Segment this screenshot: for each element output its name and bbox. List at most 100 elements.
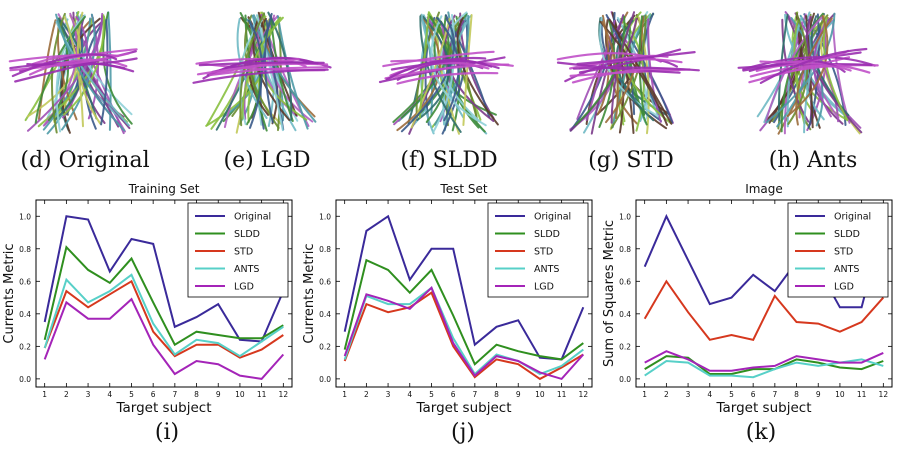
chart-training-set: Training Set 0.0 0.2 0.4 0.6 0.8 1.0 1 2 3 4 5 6 7 8 9 1…: [2, 180, 297, 420]
tractography-image-lgd: [186, 4, 344, 144]
x-tick-label: 5: [729, 390, 734, 399]
fiber-streamline: [432, 14, 456, 134]
x-tick-label: 5: [429, 390, 434, 399]
plot-frame: [635, 199, 893, 388]
x-tick-label: 9: [216, 390, 221, 399]
y-tick-label: 0.0: [619, 375, 631, 384]
fiber-streamline: [436, 16, 460, 122]
caption-sldd: (f) SLDD: [400, 148, 498, 173]
tractography-image-original: [4, 4, 162, 144]
legend-label-ants: ANTS: [534, 264, 559, 275]
y-tick-label: 0.8: [319, 245, 331, 254]
y-tick-label: 0.8: [619, 245, 631, 254]
panel-letter-k: (k): [745, 420, 777, 445]
x-tick-label: 8: [194, 390, 199, 399]
chart-title: Training Set: [128, 182, 200, 196]
series-line-ants: [43, 273, 284, 358]
fiber-streamline: [107, 11, 112, 131]
x-tick-label: 6: [751, 390, 756, 399]
legend-label-original: Original: [234, 212, 271, 223]
x-axis-label: Target subject: [716, 400, 812, 416]
x-tick-label: 11: [557, 390, 567, 399]
y-tick-label: 1.0: [619, 212, 631, 221]
tractography-image-ants: [732, 4, 890, 144]
fiber-streamline: [102, 11, 133, 125]
tractography-image-sldd: [368, 4, 526, 144]
series-line-sldd: [43, 245, 284, 347]
fiber-streamline: [196, 57, 300, 76]
chart-test-set: Test Set 0.0 0.2 0.4 0.6 0.8 1.0 1 2 3 4 5 6 7 8 9 10 11 1…: [302, 180, 597, 420]
x-tick-label: 2: [364, 390, 369, 399]
fiber-streamline: [62, 14, 105, 116]
series-line-lgd: [343, 286, 585, 381]
y-axis-label: Currents Metric: [2, 243, 17, 343]
fiber-streamline: [100, 18, 109, 126]
panel-letter-j: (j): [451, 420, 475, 445]
legend-label-original: Original: [834, 212, 871, 223]
fiber-streamline: [192, 68, 329, 84]
series-line-sldd: [343, 258, 584, 366]
series-line-original: [43, 215, 285, 343]
fiber-streamline: [638, 15, 646, 116]
x-tick-label: 10: [235, 390, 245, 399]
series-line-lgd: [43, 297, 285, 380]
x-axis-label: Target subject: [116, 400, 212, 416]
x-tick-label: 2: [64, 390, 69, 399]
legend-label-lgd: LGD: [834, 282, 854, 293]
y-tick-label: 0.4: [19, 310, 31, 319]
fiber-streamline: [198, 61, 325, 67]
fiber-streamline: [264, 12, 274, 124]
fiber-streamline: [794, 12, 840, 123]
fiber-streamline: [11, 53, 118, 78]
x-tick-label: 8: [494, 390, 499, 399]
fiber-streamline: [55, 13, 126, 132]
caption-ants: (h) Ants: [768, 148, 858, 173]
x-tick-label: 1: [342, 390, 347, 399]
legend-label-sldd: SLDD: [834, 229, 860, 240]
x-tick-label: 12: [279, 390, 289, 399]
series-line-original: [643, 213, 885, 309]
fiber-streamline: [749, 64, 852, 78]
fiber-streamline: [807, 13, 820, 129]
legend-label-lgd: LGD: [234, 282, 254, 293]
y-tick-label: 0.4: [319, 310, 331, 319]
legend-label-original: Original: [534, 212, 571, 223]
fiber-streamline: [416, 15, 450, 121]
fiber-streamline: [209, 66, 329, 77]
legend-label-std: STD: [234, 247, 253, 258]
y-axis-label: Sum of Squares Metric: [602, 220, 617, 367]
fiber-streamline: [742, 56, 876, 71]
series-line-std: [43, 279, 284, 359]
y-tick-label: 0.2: [619, 342, 631, 351]
fiber-streamline: [610, 11, 636, 124]
fiber-streamline: [572, 66, 700, 72]
legend-label-sldd: SLDD: [234, 229, 260, 240]
legend-label-lgd: LGD: [534, 282, 554, 293]
chart-image: Image 0.0 0.2 0.4 0.6 0.8 1.0 1 2 3 4 5 6 7 8 9 10 11 12 Ta…: [602, 180, 897, 420]
fiber-streamline: [787, 12, 809, 125]
fiber-streamline: [737, 63, 873, 69]
fiber-streamline: [384, 63, 510, 80]
fiber-streamline: [385, 58, 493, 81]
fiber-streamline: [34, 15, 86, 124]
legend-label-std: STD: [534, 247, 553, 258]
fiber-streamline: [61, 13, 96, 131]
x-tick-label: 12: [879, 390, 889, 399]
fiber-streamline: [781, 18, 810, 123]
x-tick-label: 7: [172, 390, 177, 399]
fiber-streamline: [786, 15, 829, 117]
fiber-streamline: [28, 58, 128, 76]
y-tick-label: 0.2: [319, 342, 331, 351]
fiber-streamline: [610, 14, 647, 129]
fiber-streamline: [396, 71, 499, 85]
y-tick-label: 0.0: [19, 375, 31, 384]
x-tick-label: 3: [86, 390, 91, 399]
caption-original: (d) Original: [20, 148, 150, 173]
panel-letter-i: (i): [154, 420, 180, 445]
legend-label-sldd: SLDD: [534, 229, 560, 240]
y-tick-label: 1.0: [319, 212, 331, 221]
fiber-streamline: [605, 15, 645, 124]
x-tick-label: 10: [835, 390, 845, 399]
fiber-streamline: [755, 62, 871, 74]
y-axis-label: Currents Metric: [302, 243, 317, 343]
